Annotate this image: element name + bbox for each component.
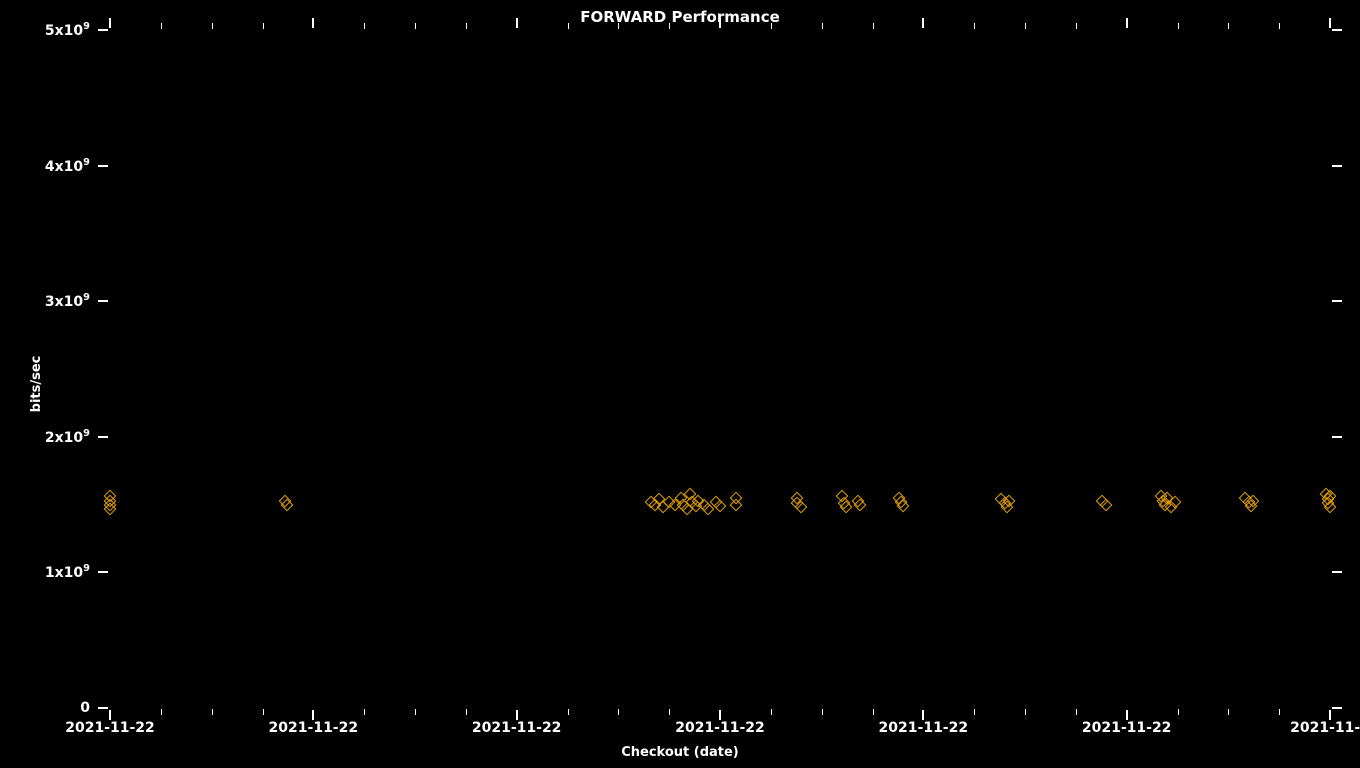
x-tick-mark — [312, 18, 314, 28]
x-tick-mark — [109, 18, 111, 28]
x-minor-tick — [1279, 709, 1280, 715]
y-tick-label: 3x109 — [45, 292, 90, 310]
x-tick-mark — [1126, 18, 1128, 28]
x-minor-tick — [822, 23, 823, 29]
x-minor-tick — [1178, 23, 1179, 29]
y-tick-mark — [98, 29, 108, 31]
x-tick-mark — [922, 710, 924, 720]
x-minor-tick — [466, 23, 467, 29]
y-tick-mark — [98, 707, 108, 709]
x-minor-tick — [364, 709, 365, 715]
x-minor-tick — [263, 23, 264, 29]
x-tick-mark — [719, 18, 721, 28]
y-tick-mark — [98, 436, 108, 438]
x-minor-tick — [1279, 23, 1280, 29]
y-tick-label: 1x109 — [45, 564, 90, 582]
y-tick-mark — [1332, 165, 1342, 167]
plot-area: 01x1092x1093x1094x1095x1092021-11-222021… — [110, 30, 1330, 708]
x-minor-tick — [1228, 23, 1229, 29]
x-minor-tick — [1076, 23, 1077, 29]
x-tick-label: 2021-11-22 — [269, 720, 359, 736]
x-minor-tick — [1178, 709, 1179, 715]
x-minor-tick — [212, 709, 213, 715]
y-tick-mark — [98, 165, 108, 167]
x-minor-tick — [974, 23, 975, 29]
x-tick-mark — [1126, 710, 1128, 720]
x-minor-tick — [161, 709, 162, 715]
y-tick-label: 2x109 — [45, 428, 90, 446]
x-tick-mark — [109, 710, 111, 720]
x-tick-label: 2021-11-2 — [1290, 720, 1360, 736]
x-axis-label: Checkout (date) — [0, 745, 1360, 760]
x-minor-tick — [1025, 709, 1026, 715]
y-tick-mark — [1332, 571, 1342, 573]
y-tick-mark — [98, 300, 108, 302]
x-tick-label: 2021-11-22 — [472, 720, 562, 736]
y-tick-mark — [1332, 707, 1342, 709]
y-tick-mark — [1332, 300, 1342, 302]
x-minor-tick — [873, 23, 874, 29]
x-minor-tick — [415, 709, 416, 715]
x-tick-label: 2021-11-22 — [1082, 720, 1172, 736]
x-minor-tick — [771, 23, 772, 29]
data-point — [795, 501, 808, 514]
x-minor-tick — [974, 709, 975, 715]
x-minor-tick — [161, 23, 162, 29]
x-minor-tick — [669, 23, 670, 29]
x-minor-tick — [568, 709, 569, 715]
x-minor-tick — [1025, 23, 1026, 29]
y-axis-label: bits/sec — [29, 356, 44, 413]
x-minor-tick — [466, 709, 467, 715]
x-minor-tick — [415, 23, 416, 29]
x-minor-tick — [618, 23, 619, 29]
chart-container: FORWARD Performance bits/sec Checkout (d… — [0, 0, 1360, 768]
x-minor-tick — [1076, 709, 1077, 715]
x-minor-tick — [1228, 709, 1229, 715]
x-tick-label: 2021-11-22 — [675, 720, 765, 736]
x-minor-tick — [212, 23, 213, 29]
y-tick-mark — [1332, 436, 1342, 438]
x-tick-mark — [516, 18, 518, 28]
x-minor-tick — [771, 709, 772, 715]
chart-title: FORWARD Performance — [0, 8, 1360, 26]
x-tick-label: 2021-11-22 — [65, 720, 155, 736]
x-tick-mark — [516, 710, 518, 720]
x-minor-tick — [822, 709, 823, 715]
x-tick-mark — [922, 18, 924, 28]
y-tick-mark — [98, 571, 108, 573]
x-minor-tick — [669, 709, 670, 715]
x-tick-mark — [719, 710, 721, 720]
y-tick-label: 0 — [80, 700, 90, 716]
x-minor-tick — [568, 23, 569, 29]
x-tick-mark — [1329, 710, 1331, 720]
x-tick-label: 2021-11-22 — [879, 720, 969, 736]
x-tick-mark — [1329, 18, 1331, 28]
y-tick-label: 4x109 — [45, 157, 90, 175]
x-minor-tick — [873, 709, 874, 715]
x-minor-tick — [618, 709, 619, 715]
y-tick-label: 5x109 — [45, 21, 90, 39]
x-minor-tick — [364, 23, 365, 29]
x-minor-tick — [263, 709, 264, 715]
y-tick-mark — [1332, 29, 1342, 31]
x-tick-mark — [312, 710, 314, 720]
